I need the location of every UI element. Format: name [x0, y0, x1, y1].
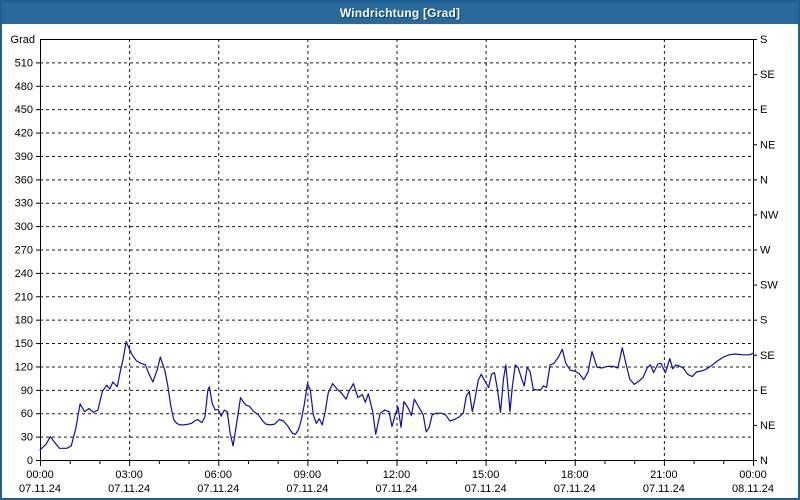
x-axis-date-label: 07.11.24 — [286, 483, 328, 495]
x-axis-time-label: 06:00 — [204, 469, 232, 481]
compass-label: SE — [760, 69, 775, 81]
compass-label: SE — [760, 350, 775, 362]
x-axis-date-label: 07.11.24 — [19, 483, 61, 495]
x-axis-date-label: 07.11.24 — [108, 483, 150, 495]
y-axis-label: 90 — [21, 385, 33, 397]
compass-label: S — [760, 315, 767, 327]
y-axis-label: 60 — [21, 408, 33, 420]
x-axis-time-label: 00:00 — [26, 469, 54, 481]
gridlines — [40, 39, 753, 460]
x-axis-date-label: 07.11.24 — [554, 483, 596, 495]
x-axis-time-label: 21:00 — [650, 469, 678, 481]
compass-label: NW — [760, 209, 779, 221]
x-axis-labels: 00:00 07.11.24 03:00 07.11.24 06:00 07.11.24 0… — [19, 469, 774, 495]
y-axis-label: 330 — [15, 198, 33, 210]
compass-label: W — [760, 245, 771, 257]
y-axis-label: 0 — [27, 455, 33, 467]
y-axis-label: 120 — [15, 361, 33, 373]
y-axis-right-labels: N NE E SE S SW W NW N NE E SE S — [760, 34, 779, 467]
x-axis-time-label: 15:00 — [472, 469, 500, 481]
x-axis-time-label: 12:00 — [383, 469, 411, 481]
y-axis-label: 360 — [15, 174, 33, 186]
y-axis-label: 150 — [15, 338, 33, 350]
compass-label: N — [760, 455, 768, 467]
x-axis-time-label: 03:00 — [115, 469, 143, 481]
compass-label: N — [760, 174, 768, 186]
wind-direction-line — [39, 340, 754, 451]
x-axis-time-label: 00:00 — [739, 469, 767, 481]
compass-label: E — [760, 104, 767, 116]
y-axis-label: 300 — [15, 221, 33, 233]
x-axis-date-label: 08.11.24 — [732, 483, 774, 495]
x-axis-time-label: 09:00 — [294, 469, 322, 481]
y-axis-label: 240 — [15, 268, 33, 280]
y-axis-unit-label: Grad — [11, 34, 35, 46]
x-axis-time-label: 18:00 — [561, 469, 589, 481]
y-axis-label: 210 — [15, 291, 33, 303]
x-axis-date-label: 07.11.24 — [197, 483, 239, 495]
y-axis-label: 30 — [21, 432, 33, 444]
x-axis-date-label: 07.11.24 — [375, 483, 417, 495]
x-axis-date-label: 07.11.24 — [643, 483, 685, 495]
wind-direction-chart: 0 30 60 90 120 150 180 210 240 270 300 330 360 390 420… — [11, 34, 779, 495]
y-axis-label: 450 — [15, 104, 33, 116]
y-axis-label: 420 — [15, 128, 33, 140]
compass-label: E — [760, 385, 767, 397]
y-axis-left-labels: 0 30 60 90 120 150 180 210 240 270 300 330 360 390 420… — [11, 34, 35, 467]
x-axis-date-label: 07.11.24 — [465, 483, 507, 495]
y-axis-label: 270 — [15, 245, 33, 257]
compass-label: NE — [760, 420, 775, 432]
y-axis-label: 510 — [15, 57, 33, 69]
chart-area: 0 30 60 90 120 150 180 210 240 270 300 330 360 390 420… — [2, 24, 798, 498]
title-bar: Windrichtung [Grad] — [2, 2, 798, 24]
compass-label: NE — [760, 139, 775, 151]
window-title: Windrichtung [Grad] — [339, 6, 461, 20]
compass-label: S — [760, 34, 767, 46]
y-axis-label: 480 — [15, 81, 33, 93]
y-axis-label: 390 — [15, 151, 33, 163]
compass-label: SW — [760, 280, 778, 292]
y-axis-label: 180 — [15, 315, 33, 327]
axis-ticks — [36, 39, 757, 466]
